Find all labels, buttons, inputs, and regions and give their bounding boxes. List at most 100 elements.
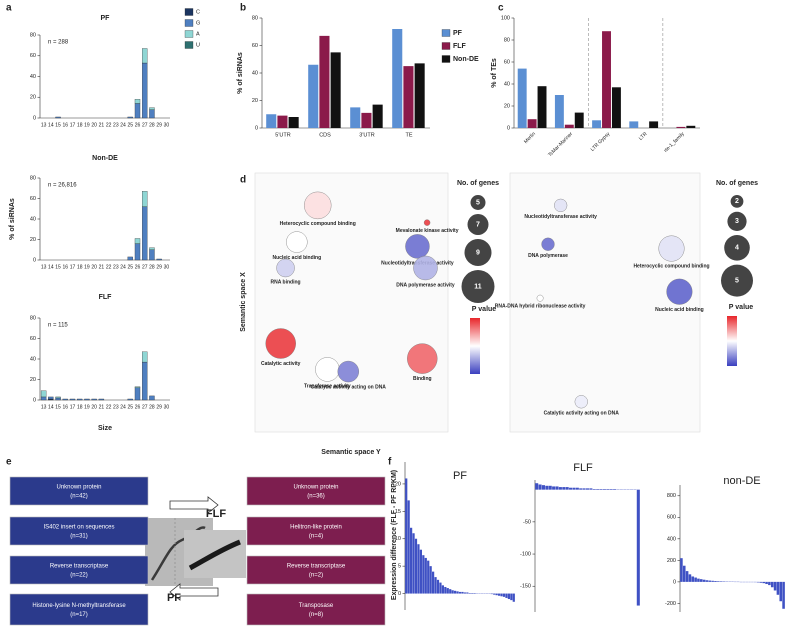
bar (266, 114, 277, 128)
flf-worm-image (184, 530, 246, 578)
bar (429, 566, 432, 594)
color-legend-title: P value (729, 304, 753, 311)
x-tick-label: 5'UTR (275, 132, 290, 138)
bar (545, 485, 549, 490)
bubble (536, 294, 544, 302)
bar (458, 591, 462, 594)
bubble (666, 278, 693, 305)
term-box (9, 476, 149, 506)
y-tick-label: 60 (252, 43, 258, 49)
bubble-label: Catalytic activity (261, 361, 301, 367)
bar (505, 593, 508, 598)
term-count: (n=22) (70, 573, 88, 579)
x-tick-label: 25 (127, 264, 133, 270)
bar-segment (134, 387, 141, 401)
y-tick-label: -100 (520, 552, 531, 558)
bar (441, 585, 444, 594)
bubble-label: Nucleic acid binding (273, 255, 322, 261)
bubble-label: Catalytic activity acting on DNA (311, 384, 387, 390)
x-tick-label: 13 (41, 404, 47, 410)
term-box (246, 555, 386, 585)
bubble (276, 258, 295, 278)
bar (414, 538, 418, 594)
x-tick-label: 13 (41, 122, 47, 128)
y-tick-label: -150 (520, 584, 531, 590)
y-tick-label: 80 (252, 15, 258, 21)
bubble-label: Nucleic acid binding (655, 307, 704, 313)
bar-segment (40, 396, 47, 401)
bar (410, 527, 413, 594)
y-tick-label: -200 (665, 601, 676, 607)
legend-swatch (184, 8, 194, 16)
term-count: (n=31) (70, 534, 88, 540)
term-box (9, 593, 149, 626)
bar (770, 581, 774, 588)
legend-label: U (196, 42, 200, 48)
bar (277, 115, 288, 128)
y-tick-label: 200 (667, 558, 676, 564)
size-legend-circle (730, 195, 744, 208)
bar (498, 593, 501, 596)
bar (686, 125, 696, 128)
bar (308, 64, 319, 128)
bar-segment (48, 396, 54, 400)
y-tick-label: 40 (252, 70, 258, 76)
x-tick-label: 27 (142, 404, 148, 410)
bar (602, 489, 606, 490)
legend-label: FLF (453, 43, 467, 50)
x-tick-label: 14 (48, 122, 54, 128)
bar (507, 593, 510, 600)
y-axis-label: Expression difference (FLF - PF RPKM) (391, 470, 398, 600)
chart-title: non-DE (723, 475, 760, 487)
bar-segment (62, 398, 68, 401)
bar (688, 574, 692, 582)
size-legend-circle (467, 214, 489, 235)
bar-segment (48, 398, 54, 401)
bar-segment (55, 116, 61, 119)
bar (596, 489, 600, 490)
bar (493, 593, 496, 595)
bar (288, 117, 299, 128)
y-tick-label: 0 (33, 115, 36, 121)
bar (403, 66, 414, 128)
x-tick-label: 13 (41, 264, 47, 270)
x-tick-label: 25 (127, 122, 133, 128)
bar (350, 107, 361, 128)
term-name: Transposase (299, 603, 334, 609)
color-bar (470, 318, 480, 374)
x-tick-label: 28 (149, 404, 155, 410)
bar (490, 593, 493, 595)
bar (466, 592, 469, 594)
plot-area (509, 172, 701, 433)
y-axis-label: % of siRNAs (237, 52, 244, 94)
term-name: Histone-lysine N-methyltransferase (32, 603, 126, 609)
x-tick-label: 30 (164, 404, 170, 410)
y-tick-label: 5 (398, 564, 401, 570)
bar-segment (40, 390, 47, 398)
bar-segment (142, 48, 148, 64)
term-name: Unknown protein (293, 485, 338, 491)
bar-segment (91, 398, 97, 401)
arrows (169, 496, 219, 601)
x-tick-label: 17 (70, 404, 76, 410)
bubble (541, 237, 555, 251)
y-axis-label: % of siRNAs (9, 198, 16, 240)
bar (473, 593, 476, 594)
bar (419, 549, 422, 594)
bar (407, 500, 410, 594)
bar (417, 544, 420, 594)
term-name: IS402 insert on sequences (43, 525, 114, 531)
x-tick-label: 20 (91, 264, 97, 270)
x-tick-label: LTR Gypsy (590, 131, 612, 153)
bar (548, 485, 552, 490)
x-tick-label: 26 (135, 122, 141, 128)
bar-segment (149, 247, 155, 250)
x-tick-label: 19 (84, 264, 90, 270)
x-tick-label: 25 (127, 404, 133, 410)
bubble (304, 191, 332, 220)
x-tick-label: 19 (84, 404, 90, 410)
bar (432, 571, 435, 594)
bubble-label: RNA binding (271, 279, 301, 285)
bubble-label: Transferase activity (304, 384, 351, 390)
x-tick-label: 16 (62, 122, 68, 128)
